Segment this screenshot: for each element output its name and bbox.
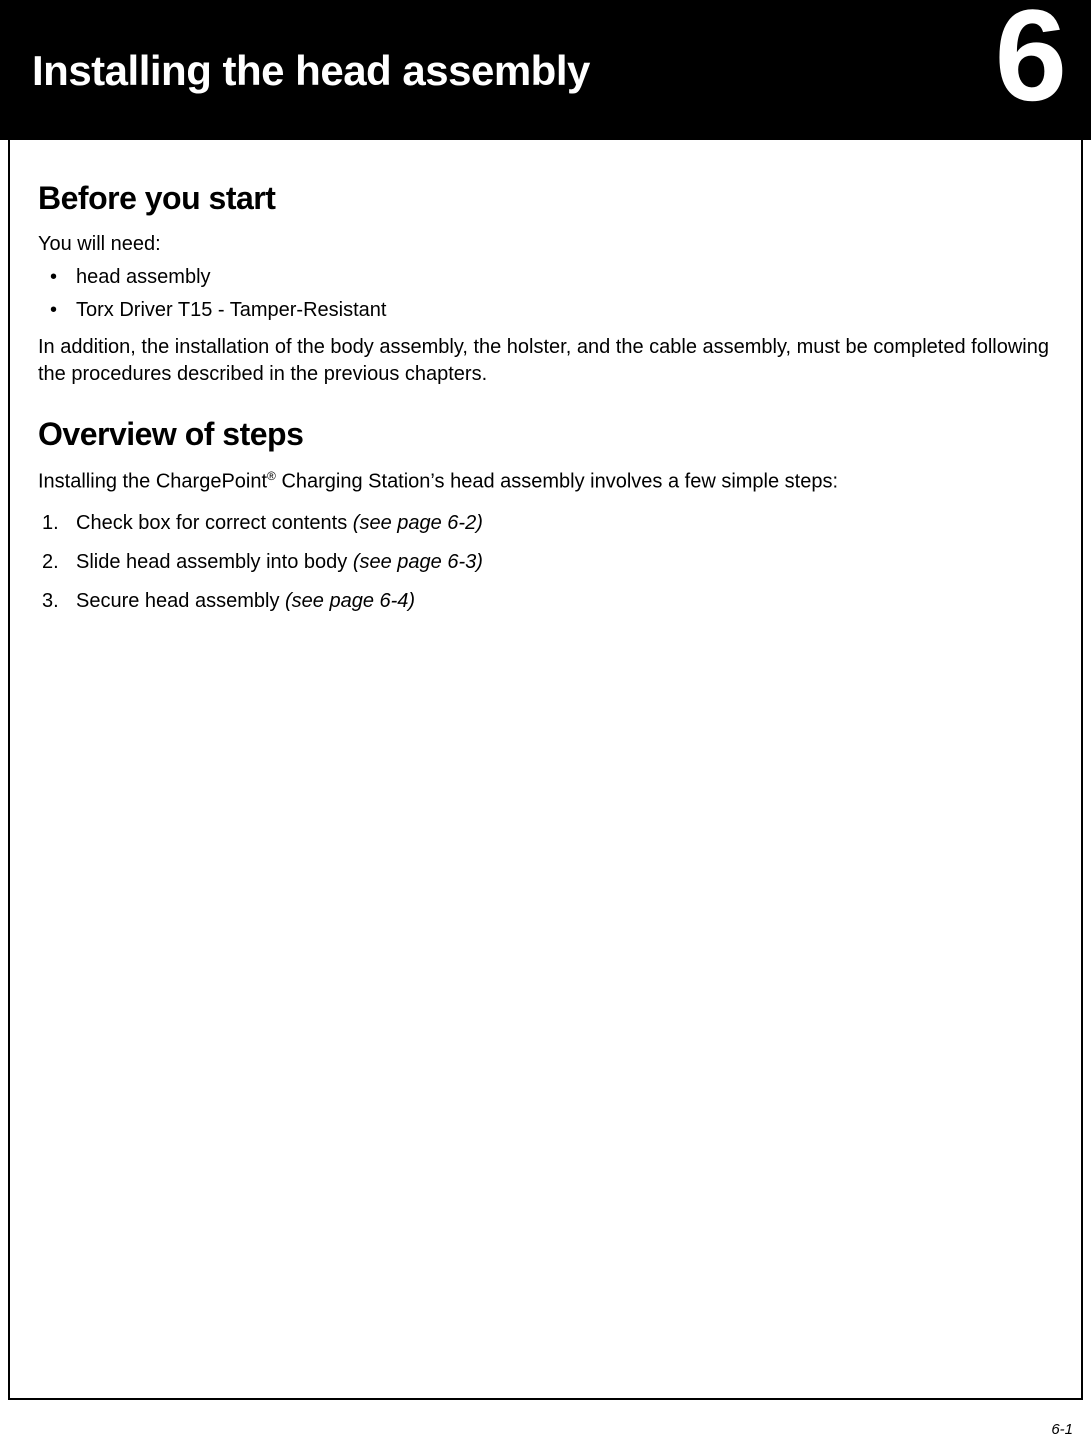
chapter-title: Installing the head assembly: [32, 47, 590, 95]
list-item: Check box for correct contents (see page…: [38, 512, 1053, 535]
chapter-header: Installing the head assembly 6: [0, 0, 1091, 140]
before-you-start-heading: Before you start: [38, 180, 1053, 217]
intro-text-pre: Installing the ChargePoint: [38, 471, 267, 493]
page-number: 6-1: [1051, 1421, 1073, 1438]
chapter-number: 6: [995, 0, 1063, 110]
page-ref: (see page 6-3): [353, 551, 483, 573]
list-item: head assembly: [38, 266, 1053, 289]
registered-mark: ®: [267, 469, 276, 483]
intro-text-post: Charging Station’s head assembly involve…: [276, 471, 838, 493]
needs-list: head assembly Torx Driver T15 - Tamper-R…: [38, 266, 1053, 322]
list-item: Secure head assembly (see page 6-4): [38, 590, 1053, 613]
step-text: Secure head assembly: [76, 590, 285, 612]
document-page: Installing the head assembly 6 Before yo…: [0, 0, 1091, 1444]
step-text: Slide head assembly into body: [76, 551, 353, 573]
you-will-need-text: You will need:: [38, 233, 1053, 256]
overview-intro: Installing the ChargePoint® Charging Sta…: [38, 469, 1053, 494]
list-item: Slide head assembly into body (see page …: [38, 551, 1053, 574]
content-box: Before you start You will need: head ass…: [8, 140, 1083, 1400]
overview-of-steps-heading: Overview of steps: [38, 416, 1053, 453]
list-item: Torx Driver T15 - Tamper-Resistant: [38, 299, 1053, 322]
prerequisite-paragraph: In addition, the installation of the bod…: [38, 334, 1053, 388]
step-text: Check box for correct contents: [76, 512, 353, 534]
steps-list: Check box for correct contents (see page…: [38, 512, 1053, 613]
page-ref: (see page 6-4): [285, 590, 415, 612]
page-ref: (see page 6-2): [353, 512, 483, 534]
